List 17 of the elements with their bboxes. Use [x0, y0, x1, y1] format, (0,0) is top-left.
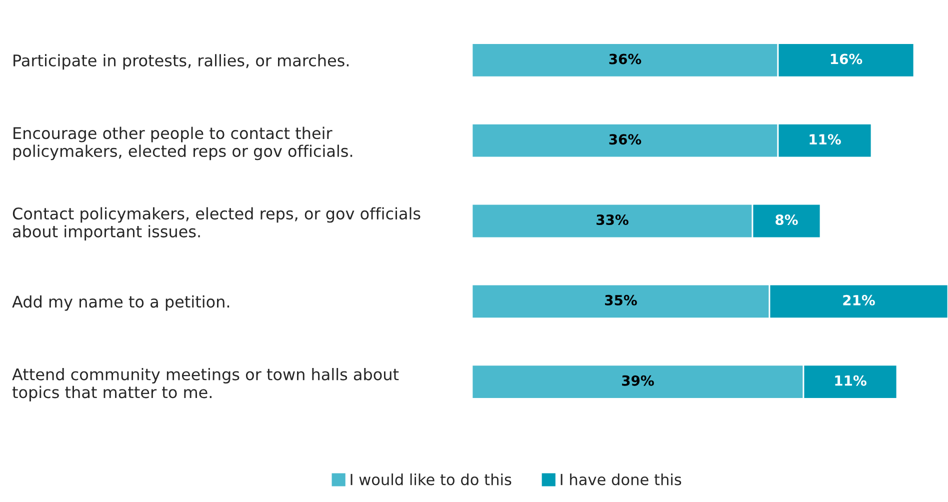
data-label: 8% [776, 214, 798, 226]
data-label: 35% [605, 294, 637, 306]
y-tick-label: Encourage other people to contact their policymakers, elected reps or gov officials. [13, 126, 352, 160]
data-label: 16% [830, 54, 862, 64]
data-label: 33% [596, 214, 628, 226]
legend-label: I would like to do this [350, 473, 512, 486]
data-label: 36% [609, 54, 642, 64]
data-label: 36% [609, 134, 642, 145]
y-tick-label: Participate in protests, rallies, or marches. [14, 54, 349, 70]
data-label: 39% [622, 375, 654, 386]
y-tick-label: Contact policymakers, elected reps, or gov officials about important issues. [12, 207, 420, 241]
legend-label: I have done this [560, 473, 682, 486]
data-label: 11% [810, 134, 841, 145]
data-label: 11% [835, 375, 866, 386]
data-label: 21% [843, 294, 875, 306]
y-tick-label: Attend community meetings or town halls about topics that matter to me. [12, 368, 399, 402]
y-tick-label: Add my name to a petition. [12, 295, 230, 311]
